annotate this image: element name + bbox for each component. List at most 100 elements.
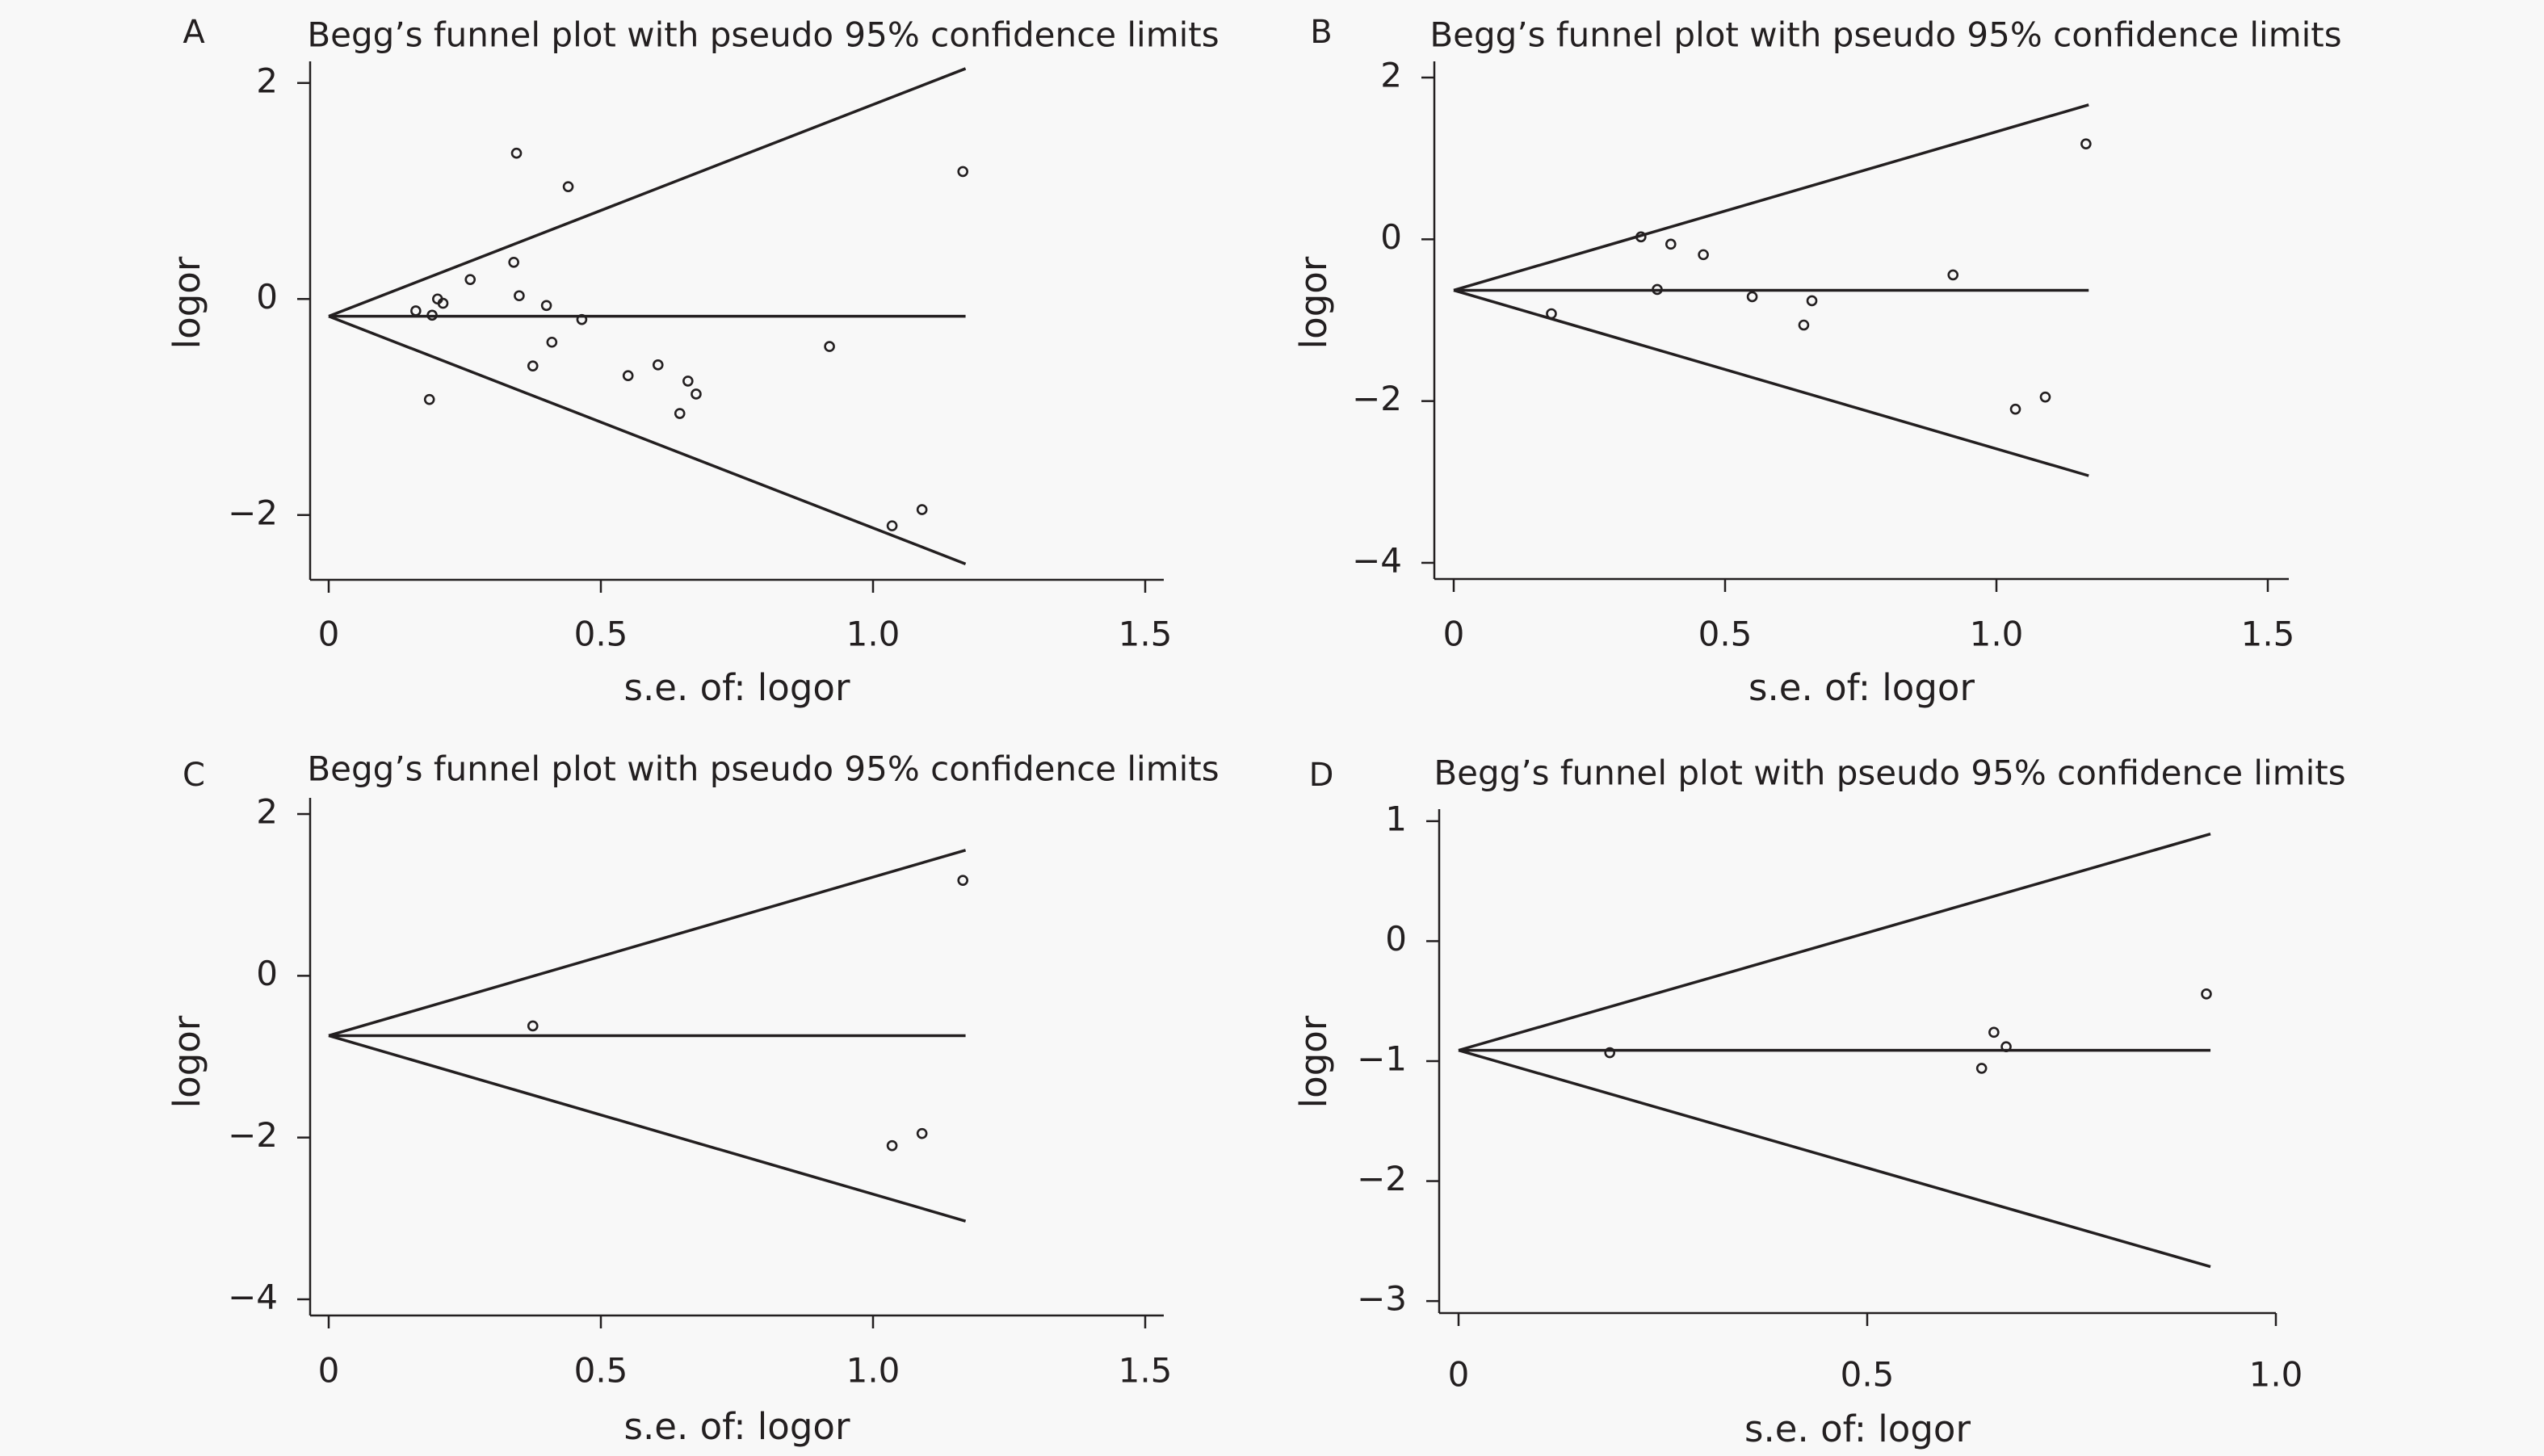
- study-point: [508, 256, 519, 268]
- y-tick-label: −1: [1357, 1039, 1407, 1079]
- study-point: [562, 181, 574, 192]
- lower-confidence-limit-line: [1458, 1048, 2211, 1269]
- study-point: [2000, 1041, 2012, 1052]
- x-tick-label: 1.0: [2249, 1355, 2303, 1395]
- study-point: [957, 166, 969, 178]
- y-tick-label: 2: [1380, 56, 1402, 95]
- study-point: [1604, 1047, 1616, 1059]
- study-point: [622, 370, 634, 382]
- x-tick-label: 1.0: [846, 615, 900, 654]
- chart-panel-d: D Begg’s funnel plot with pseudo 95% conf…: [1292, 753, 2346, 1451]
- panel-letter: B: [1310, 14, 1332, 51]
- study-point: [2080, 138, 2092, 149]
- study-point: [886, 520, 898, 531]
- study-point: [691, 388, 702, 400]
- y-tick-label: 2: [256, 792, 278, 832]
- x-tick-label: 0.5: [1698, 615, 1753, 654]
- chart-title: Begg’s funnel plot with pseudo 95% confi…: [307, 15, 1219, 55]
- study-point: [1988, 1026, 2000, 1039]
- y-tick-label: 0: [1380, 217, 1402, 257]
- panel-letter: A: [183, 14, 205, 51]
- study-point: [2009, 403, 2021, 415]
- y-tick-label: −2: [1352, 379, 1402, 418]
- y-tick-label: −2: [1357, 1159, 1407, 1198]
- x-tick-label: 0: [1443, 615, 1465, 654]
- study-point: [423, 393, 435, 405]
- x-axis-label: s.e. of: logor: [1748, 666, 1975, 709]
- study-point: [1546, 308, 1557, 320]
- y-tick-label: −4: [228, 1277, 278, 1316]
- study-point: [527, 1020, 539, 1032]
- y-tick-label: 0: [256, 277, 278, 317]
- study-point: [426, 309, 438, 321]
- study-point: [1798, 319, 1810, 331]
- panel-letter: D: [1309, 757, 1334, 794]
- x-axis-label: s.e. of: logor: [624, 666, 850, 709]
- study-point: [1698, 249, 1709, 261]
- chart-panel-b: B Begg’s funnel plot with pseudo 95% conf…: [1292, 14, 2342, 709]
- study-point: [916, 504, 928, 515]
- upper-confidence-limit-line: [328, 849, 967, 1038]
- study-point: [576, 313, 588, 325]
- study-point: [824, 341, 835, 352]
- study-point: [652, 359, 664, 371]
- y-axis-label: logor: [1292, 256, 1335, 349]
- study-point: [514, 290, 525, 302]
- x-axis-label: s.e. of: logor: [1744, 1408, 1971, 1450]
- study-point: [1652, 283, 1663, 296]
- study-point: [464, 274, 476, 285]
- study-point: [410, 305, 422, 317]
- chart-title: Begg’s funnel plot with pseudo 95% confi…: [1434, 753, 2345, 793]
- study-point: [540, 300, 552, 312]
- chart-panel-c: C Begg’s funnel plot with pseudo 95% conf…: [166, 749, 1220, 1449]
- x-tick-label: 1.0: [846, 1351, 900, 1391]
- x-tick-label: 0.5: [574, 615, 628, 654]
- y-axis-label: logor: [166, 1015, 208, 1108]
- y-tick-label: −3: [1357, 1279, 1407, 1319]
- y-tick-label: 0: [256, 954, 278, 993]
- y-axis-label: logor: [166, 256, 208, 349]
- study-point: [527, 360, 539, 371]
- x-tick-label: 0: [318, 615, 340, 654]
- panel-letter: C: [183, 757, 205, 794]
- study-point: [510, 147, 523, 159]
- study-point: [886, 1139, 898, 1152]
- study-point: [1975, 1063, 1988, 1074]
- study-point: [1635, 231, 1647, 243]
- x-tick-label: 0: [318, 1351, 340, 1391]
- study-point: [2039, 391, 2051, 403]
- y-tick-label: 2: [256, 61, 278, 100]
- study-point: [957, 875, 969, 886]
- study-point: [916, 1127, 928, 1139]
- upper-confidence-limit-line: [1453, 103, 2089, 292]
- y-tick-label: 0: [1385, 919, 1407, 959]
- study-point: [1746, 291, 1758, 303]
- x-tick-label: 1.5: [1119, 615, 1173, 654]
- study-point: [674, 408, 686, 419]
- x-tick-label: 1.0: [1970, 615, 2024, 654]
- study-point: [682, 376, 694, 387]
- x-tick-label: 1.5: [2241, 615, 2295, 654]
- study-point: [2201, 988, 2212, 1000]
- x-tick-label: 0.5: [574, 1351, 628, 1391]
- lower-confidence-limit-line: [1453, 288, 2089, 477]
- x-axis-label: s.e. of: logor: [624, 1405, 850, 1448]
- lower-confidence-limit-line: [328, 1034, 967, 1223]
- x-tick-label: 0.5: [1841, 1355, 1895, 1395]
- y-axis-label: logor: [1292, 1015, 1335, 1108]
- study-point: [1806, 295, 1818, 307]
- y-tick-label: 1: [1385, 799, 1407, 838]
- chart-title: Begg’s funnel plot with pseudo 95% confi…: [307, 749, 1219, 789]
- y-tick-label: −2: [228, 493, 278, 532]
- study-point: [1665, 238, 1677, 250]
- study-point: [546, 336, 558, 348]
- x-tick-label: 0: [1448, 1355, 1470, 1395]
- y-tick-label: −2: [228, 1115, 278, 1155]
- chart-panel-a: A Begg’s funnel plot with pseudo 95% conf…: [166, 14, 1220, 709]
- study-point: [437, 297, 449, 309]
- study-point: [1947, 269, 1959, 281]
- x-tick-label: 1.5: [1119, 1351, 1173, 1391]
- upper-confidence-limit-line: [1458, 833, 2211, 1052]
- chart-title: Begg’s funnel plot with pseudo 95% confi…: [1429, 15, 2341, 55]
